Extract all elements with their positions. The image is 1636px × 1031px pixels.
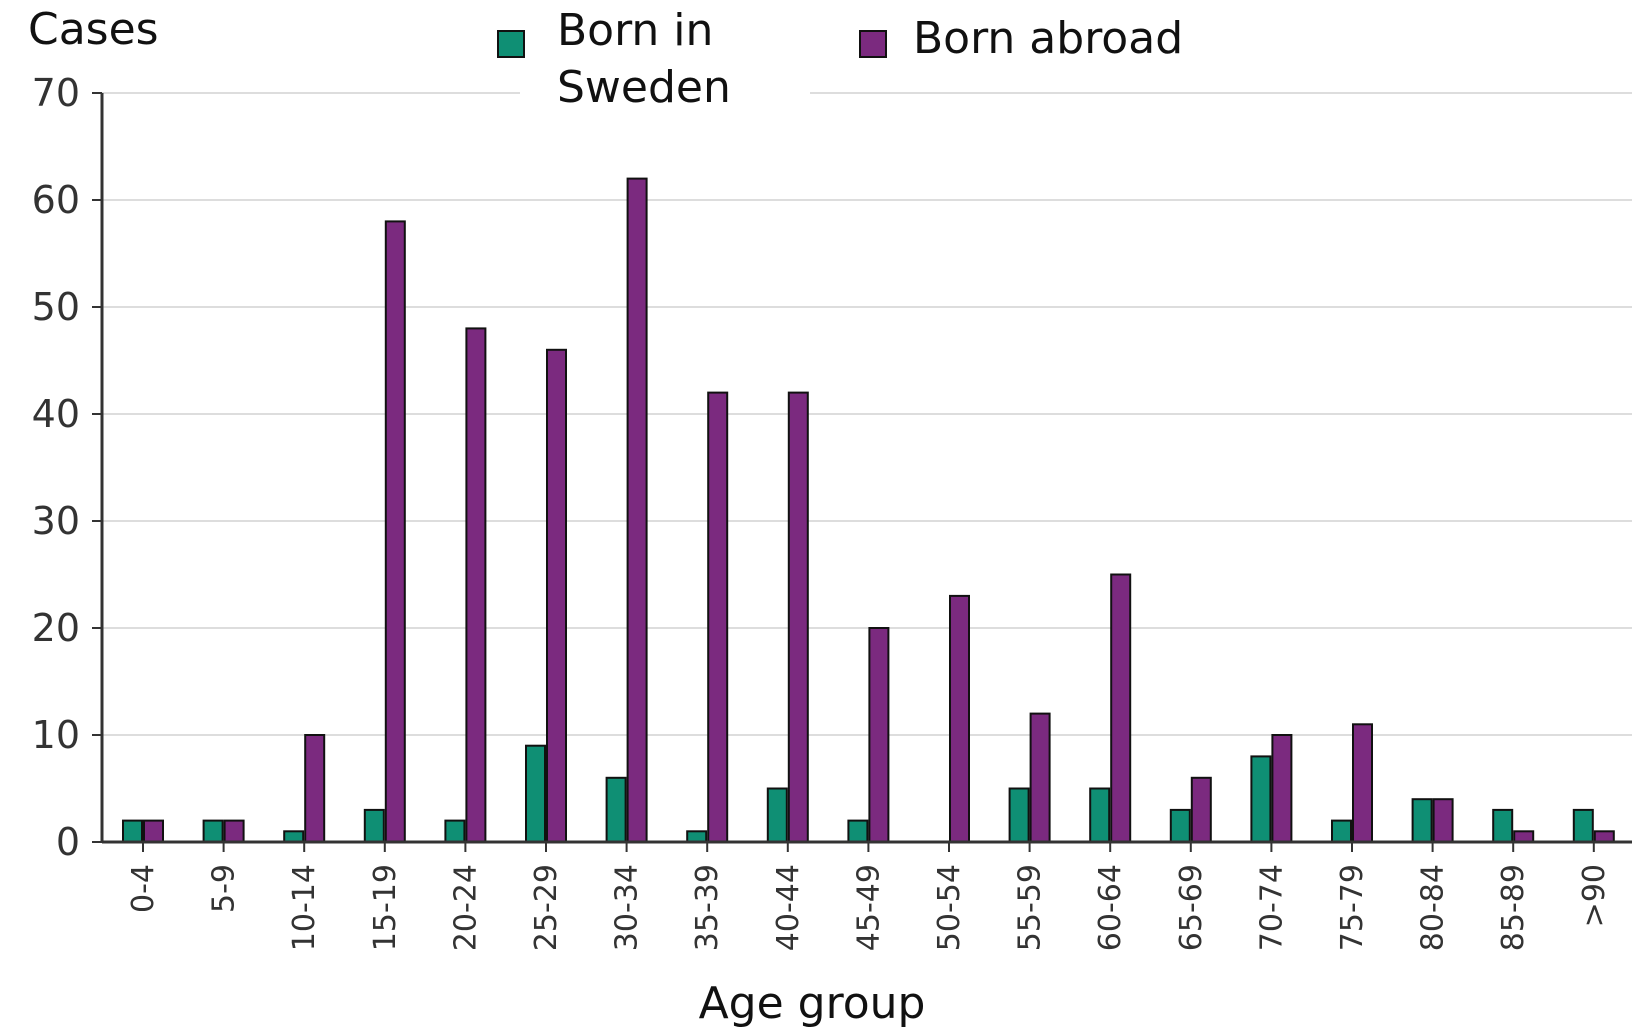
bar-born-in-sweden-0-4 [122,819,143,843]
y-tick-label-70: 70 [32,71,80,115]
x-tick-label-65-69: 65-69 [1174,864,1209,951]
x-tick-label-70-74: 70-74 [1254,864,1289,951]
bar-born-abroad-50-54 [949,594,970,844]
y-tick-labels: 0 10 20 30 40 50 60 70 [32,71,80,864]
y-tick-label-0: 0 [56,820,80,864]
x-axis-label: Age group [699,978,926,1029]
x-tick-label-40-44: 40-44 [771,864,806,951]
x-tick-label-80-84: 80-84 [1416,864,1451,951]
y-tick-label-40: 40 [32,392,80,436]
bar-born-abroad->90 [1593,830,1615,843]
x-tick-label-35-39: 35-39 [690,864,725,951]
x-tick-label-75-79: 75-79 [1335,864,1370,951]
bar-born-in-sweden->90 [1572,808,1594,844]
bar-born-in-sweden-5-9 [202,819,224,843]
y-tick-label-10: 10 [32,713,80,757]
legend-label-born-abroad: Born abroad [913,13,1183,64]
bar-born-abroad-10-14 [304,734,326,843]
x-tick-label-10-14: 10-14 [287,864,322,951]
legend-label-born-in-sweden-line2: Sweden [557,62,731,113]
x-tick-label-15-19: 15-19 [368,864,403,951]
legend-swatch-born-abroad [859,30,887,58]
bar-born-in-sweden-30-34 [605,776,627,843]
bar-born-abroad-80-84 [1432,798,1454,844]
bar-born-abroad-60-64 [1110,573,1132,843]
bar-born-abroad-70-74 [1271,734,1293,843]
bar-born-abroad-5-9 [223,819,245,843]
x-tick-label-55-59: 55-59 [1013,864,1048,951]
x-tick-label-5-9: 5-9 [207,864,242,913]
bar-born-in-sweden-40-44 [766,787,788,843]
legend: Born in Sweden Born abroad [497,0,1183,113]
bar-born-abroad-20-24 [465,327,487,843]
x-tick-label-30-34: 30-34 [610,864,645,951]
bar-born-in-sweden-85-89 [1492,808,1514,844]
gridlines [92,92,1632,843]
bar-born-in-sweden-35-39 [686,830,708,843]
bar-born-abroad-65-69 [1190,776,1212,843]
x-tick-label-60-64: 60-64 [1093,864,1128,951]
bar-born-in-sweden-65-69 [1169,808,1191,844]
bar-born-in-sweden-80-84 [1411,798,1433,844]
y-tick-label-30: 30 [32,499,80,543]
axes [100,93,1632,844]
x-tick-label-45-49: 45-49 [851,864,886,951]
legend-swatch-born-in-sweden [497,30,525,58]
x-tick-label-50-54: 50-54 [932,864,967,951]
bar-born-abroad-35-39 [707,391,729,843]
bar-born-abroad-40-44 [787,391,809,843]
legend-label-born-in-sweden-line1: Born in [557,5,713,56]
x-tick-label-0-4: 0-4 [126,864,161,913]
x-tick-label-85-89: 85-89 [1496,864,1531,951]
bar-born-abroad-15-19 [384,220,406,843]
bar-born-abroad-0-4 [143,819,164,843]
bar-born-in-sweden-10-14 [283,830,305,843]
bar-born-abroad-30-34 [626,177,648,844]
bar-born-in-sweden-75-79 [1331,819,1352,843]
bar-born-in-sweden-25-29 [525,744,546,844]
x-tick-label-25-29: 25-29 [529,864,564,951]
bars [122,177,1615,844]
bar-born-in-sweden-15-19 [363,808,385,844]
x-tick-labels: 0-4 5-9 10-14 15-19 20-24 25-29 30-34 35-39 40-4… [126,842,1612,951]
bar-born-abroad-55-59 [1029,712,1051,843]
bar-born-abroad-45-49 [868,627,890,843]
y-tick-label-20: 20 [32,606,80,650]
bar-born-in-sweden-70-74 [1250,755,1272,844]
x-tick-label->90: >90 [1577,864,1612,927]
bar-born-in-sweden-60-64 [1089,787,1111,843]
x-tick-label-20-24: 20-24 [448,864,483,951]
bar-born-abroad-25-29 [546,348,567,843]
bar-born-abroad-85-89 [1513,830,1535,843]
bar-born-in-sweden-20-24 [444,819,466,843]
bar-born-in-sweden-55-59 [1008,787,1030,843]
bar-born-in-sweden-45-49 [847,819,869,843]
legend-background [520,0,810,112]
y-tick-label-60: 60 [32,178,80,222]
y-tick-label-50: 50 [32,285,80,329]
y-axis-label: Cases [28,4,159,55]
bar-born-abroad-75-79 [1352,723,1373,843]
